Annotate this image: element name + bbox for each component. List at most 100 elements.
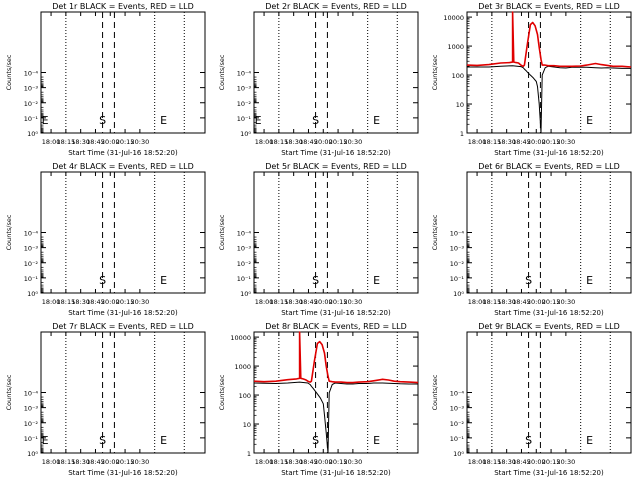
x-tick-label: 20:00	[101, 458, 120, 466]
x-tick-label: 20:30	[131, 138, 150, 146]
interval-marker: S	[312, 114, 319, 127]
y-tick-label: 10⁻⁴	[24, 70, 39, 78]
x-tick-label: 18:45	[86, 298, 105, 306]
plot-frame	[466, 11, 632, 134]
x-tick-label: 20:00	[314, 458, 333, 466]
lld-series-line	[253, 331, 419, 384]
x-tick-label: 18:30	[497, 138, 516, 146]
x-tick-label: 18:00	[255, 458, 274, 466]
y-tick-label: 10⁻²	[450, 420, 465, 428]
y-tick-label: 10⁻¹	[24, 115, 39, 123]
y-axis-label: Counts/sec	[218, 54, 226, 90]
y-tick-label: 10⁻³	[24, 405, 39, 413]
x-tick-label: 18:45	[512, 138, 531, 146]
y-axis-label: Counts/sec	[431, 54, 439, 90]
events-series-line	[467, 65, 631, 134]
interval-marker: S	[312, 274, 319, 287]
chart-panel: Det 6r BLACK = Events, RED = LLD Counts/s…	[431, 162, 632, 317]
chart-title: Det 5r BLACK = Events, RED = LLD	[265, 162, 407, 171]
chart-panel: Det 1r BLACK = Events, RED = LLD Counts/s…	[5, 2, 206, 157]
y-tick-label: 10⁰	[27, 290, 38, 298]
x-tick-label: 18:30	[497, 298, 516, 306]
chart-title: Det 3r BLACK = Events, RED = LLD	[478, 2, 620, 11]
interval-marker: S	[99, 114, 106, 127]
interval-marker: S	[525, 274, 532, 287]
interval-marker: E	[586, 274, 593, 287]
x-tick-label: 20:15	[116, 298, 135, 306]
interval-marker: E	[586, 114, 593, 127]
y-tick-label: 10⁻¹	[24, 435, 39, 443]
x-tick-label: 18:45	[512, 298, 531, 306]
x-tick-label: 18:15	[482, 138, 501, 146]
x-tick-label: 20:00	[314, 298, 333, 306]
y-tick-label: 10⁻³	[237, 245, 252, 253]
y-axis-label: Counts/sec	[218, 374, 226, 410]
x-tick-label: 20:30	[344, 458, 363, 466]
chart-panel: Det 9r BLACK = Events, RED = LLD Counts/s…	[431, 322, 632, 477]
y-axis-label: Counts/sec	[5, 214, 13, 250]
x-tick-label: 18:00	[468, 458, 487, 466]
interval-marker: E	[160, 274, 167, 287]
x-axis-label: Start Time (31-Jul-16 18:52:20)	[281, 309, 391, 317]
y-axis-label: Counts/sec	[431, 374, 439, 410]
x-tick-label: 20:00	[527, 138, 546, 146]
x-tick-label: 20:30	[344, 298, 363, 306]
x-tick-label: 20:15	[329, 298, 348, 306]
x-tick-label: 18:45	[86, 138, 105, 146]
y-tick-label: 10⁻⁴	[24, 230, 39, 238]
y-tick-label: 10⁻¹	[24, 275, 39, 283]
chart-title: Det 7r BLACK = Events, RED = LLD	[52, 322, 194, 331]
x-tick-label: 20:30	[557, 458, 576, 466]
x-axis-label: Start Time (31-Jul-16 18:52:20)	[68, 469, 178, 477]
x-tick-label: 20:30	[344, 138, 363, 146]
y-tick-label: 10⁻²	[450, 260, 465, 268]
x-tick-label: 20:15	[542, 138, 561, 146]
y-tick-label: 10⁻⁴	[450, 230, 465, 238]
x-tick-label: 18:45	[299, 138, 318, 146]
x-tick-label: 18:45	[299, 298, 318, 306]
chart-panel: Det 3r BLACK = Events, RED = LLD Counts/s…	[431, 2, 632, 157]
x-tick-label: 18:45	[299, 458, 318, 466]
y-tick-label: 10⁰	[27, 450, 38, 458]
x-axis-label: Start Time (31-Jul-16 18:52:20)	[494, 149, 604, 157]
y-tick-label: 10000	[443, 14, 464, 22]
y-tick-label: 10⁻³	[237, 85, 252, 93]
x-tick-label: 18:45	[86, 458, 105, 466]
y-tick-label: 10⁻²	[24, 100, 39, 108]
interval-marker: E	[160, 434, 167, 447]
y-tick-label: 10000	[230, 334, 251, 342]
x-tick-label: 18:00	[42, 458, 61, 466]
x-tick-label: 18:00	[468, 138, 487, 146]
y-tick-label: 10⁻²	[237, 260, 252, 268]
x-axis-label: Start Time (31-Jul-16 18:52:20)	[494, 469, 604, 477]
x-tick-label: 18:00	[42, 298, 61, 306]
x-tick-label: 20:15	[116, 458, 135, 466]
chart-title: Det 4r BLACK = Events, RED = LLD	[52, 162, 194, 171]
y-tick-label: 10⁻⁴	[237, 70, 252, 78]
x-tick-label: 18:15	[482, 458, 501, 466]
interval-marker: E	[42, 114, 49, 127]
y-tick-label: 100	[452, 72, 464, 80]
y-tick-label: 10⁻²	[24, 420, 39, 428]
y-tick-label: 10⁰	[240, 290, 251, 298]
x-tick-label: 20:30	[131, 298, 150, 306]
y-tick-label: 10	[243, 421, 251, 429]
x-tick-label: 18:30	[71, 458, 90, 466]
interval-marker: S	[525, 434, 532, 447]
x-tick-label: 20:15	[329, 138, 348, 146]
x-tick-label: 18:00	[42, 138, 61, 146]
interval-marker: E	[373, 434, 380, 447]
y-axis-label: Counts/sec	[5, 374, 13, 410]
y-tick-label: 10⁰	[27, 130, 38, 138]
lld-series-line	[466, 11, 632, 68]
y-tick-label: 10⁻³	[24, 85, 39, 93]
x-tick-label: 20:30	[557, 138, 576, 146]
x-tick-label: 20:00	[101, 138, 120, 146]
x-tick-label: 20:00	[314, 138, 333, 146]
events-series-line	[253, 381, 418, 454]
x-tick-label: 18:30	[497, 458, 516, 466]
y-tick-label: 10⁻¹	[450, 275, 465, 283]
x-tick-label: 20:15	[542, 458, 561, 466]
interval-marker: S	[99, 434, 106, 447]
